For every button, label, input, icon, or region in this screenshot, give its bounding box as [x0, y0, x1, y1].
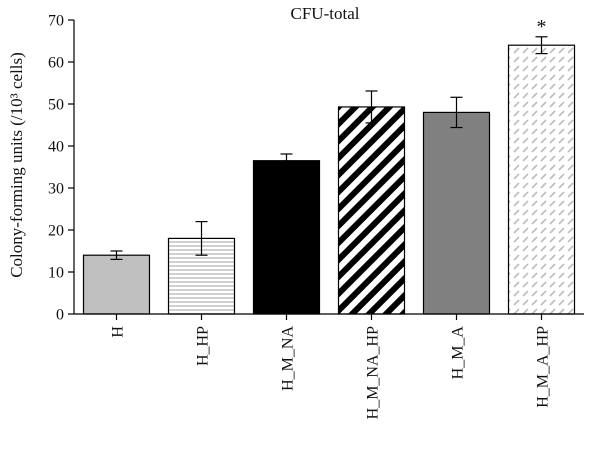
x-axis-labels: H H_HP H_M_NA H_M_NA_HP H_M_A H_M_A_HP — [110, 314, 552, 419]
bar-h — [82, 254, 151, 315]
bar-h-m-a — [422, 111, 491, 315]
chart-title: CFU-total — [291, 4, 360, 23]
x-tick-label: H_M_NA_HP — [365, 326, 382, 419]
y-tick-label: 50 — [48, 97, 64, 114]
y-tick-label: 30 — [48, 181, 64, 198]
y-tick-label: 0 — [56, 307, 64, 324]
y-tick-label: 20 — [48, 223, 64, 240]
x-tick-label: H — [110, 326, 127, 338]
x-tick-label: H_M_NA — [280, 326, 297, 391]
annotations-group: * — [537, 16, 547, 38]
bar-h-m-na — [252, 160, 321, 315]
y-axis-title: Colony-forming units (/10³ cells) — [7, 52, 26, 278]
bars-group — [82, 36, 576, 315]
x-tick-label: H_HP — [195, 326, 212, 366]
y-tick-label: 10 — [48, 265, 64, 282]
x-tick-label: H_M_A — [450, 326, 467, 380]
significance-marker: * — [537, 16, 547, 38]
y-tick-label: 60 — [48, 55, 64, 72]
bar-h-m-a-hp — [507, 44, 576, 315]
y-tick-label: 70 — [48, 13, 64, 30]
x-tick-label: H_M_A_HP — [535, 326, 552, 408]
bar-h-m-na-hp — [337, 106, 406, 315]
y-axis: 0 10 20 30 40 50 60 70 — [48, 13, 74, 324]
y-tick-label: 40 — [48, 139, 64, 156]
